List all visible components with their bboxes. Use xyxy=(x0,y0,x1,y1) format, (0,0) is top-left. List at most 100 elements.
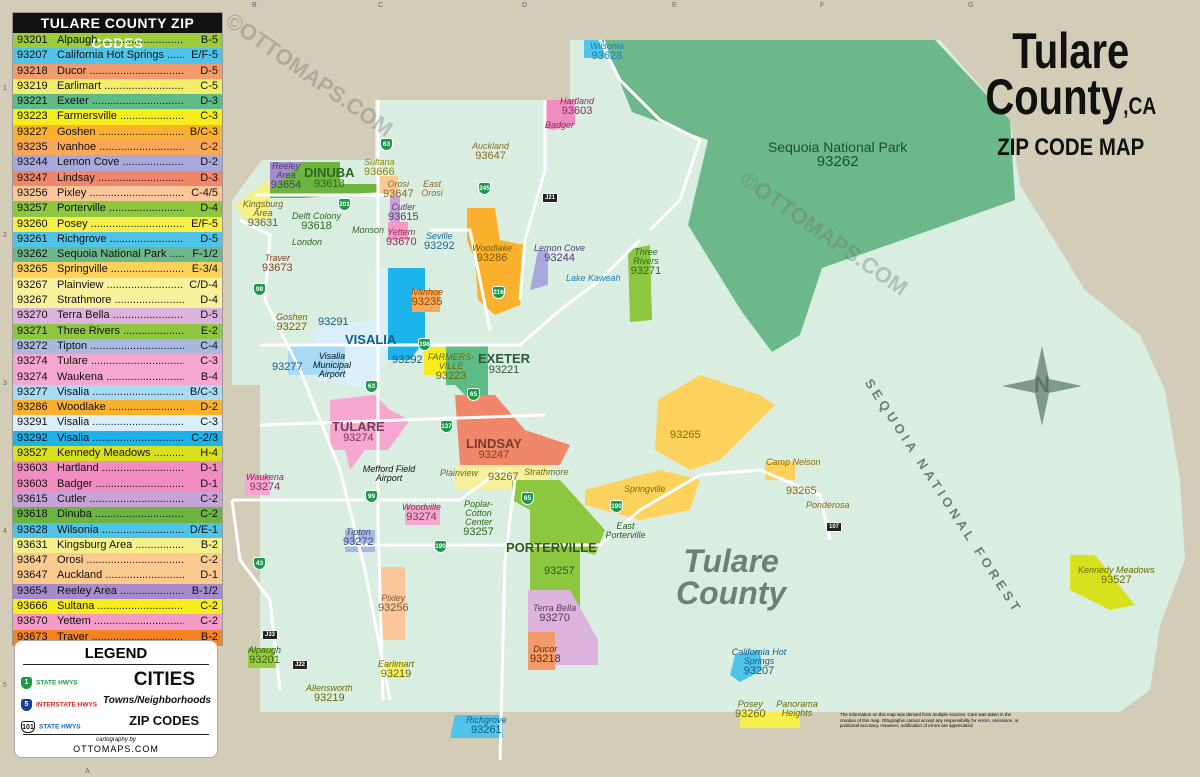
map-place-label: Seville 93292 xyxy=(424,232,455,252)
credit: OTTOMAPS.COM xyxy=(73,744,159,754)
place-name: Pixley xyxy=(57,186,184,201)
place-zip: 93244 xyxy=(544,252,575,264)
place-zip: 93647 xyxy=(383,188,414,200)
zip-code: 93286 xyxy=(17,401,48,414)
zip-code: 93227 xyxy=(17,125,48,138)
zip-list-row: 93615 CutlerC-2 xyxy=(13,491,222,508)
place-name: Tipton xyxy=(57,339,184,354)
place-name: Kingsburg Area xyxy=(242,199,284,218)
place-name: Lake Kaweah xyxy=(566,273,621,283)
grid-ref: C/D-4 xyxy=(184,277,218,294)
place-zip: 93207 xyxy=(743,665,775,677)
compass-rose xyxy=(1002,346,1082,426)
map-place-label: Ivanhoe 93235 xyxy=(411,288,443,308)
place-name: California Hot Springs xyxy=(731,647,787,666)
place-zip: 93274 xyxy=(343,432,374,444)
grid-ref: D-2 xyxy=(184,400,218,416)
place-name: Reeley Area xyxy=(57,584,184,599)
place-name: Ivanhoe xyxy=(411,287,444,297)
grid-ref: C-3 xyxy=(184,415,218,431)
zip-list-row: 93603 BadgerD-1 xyxy=(13,476,222,492)
zip-code: 93267 xyxy=(17,294,48,307)
place-name: Woodlake xyxy=(472,243,513,253)
zip-list-row: 93223 FarmersvilleC-3 xyxy=(13,109,222,125)
zip-93277 xyxy=(288,345,345,375)
place-name: DINUBA xyxy=(304,165,355,180)
grid-ref: C-2 xyxy=(184,553,218,569)
place-name: Seville xyxy=(426,231,453,241)
place-name: Woodlake xyxy=(57,400,184,415)
map-place-label: Sultana 93666 xyxy=(364,158,395,178)
place-name: Cutler xyxy=(57,492,184,507)
zip-code: 93274 xyxy=(17,370,48,383)
place-name: EXETER xyxy=(478,351,531,366)
place-name: Visalia xyxy=(57,431,184,446)
place-name: Delft Colony xyxy=(292,211,342,221)
grid-ref: D-5 xyxy=(184,231,218,248)
zip-code: 93261 xyxy=(17,232,48,245)
place-name: Alpaugh xyxy=(57,33,184,48)
place-name: Auckland xyxy=(472,141,510,151)
zip-93274-woodville xyxy=(405,505,440,525)
place-zip: 93257 xyxy=(463,526,494,538)
map-place-label: 93277 xyxy=(272,362,303,373)
zip-code: 93603 xyxy=(17,462,48,475)
zip-93527 xyxy=(1070,555,1135,610)
grid-ref: B/C-3 xyxy=(184,384,218,401)
zip-code: 93631 xyxy=(17,538,48,551)
place-name: Tipton xyxy=(345,527,371,537)
map-place-label: Yettem 93670 xyxy=(386,228,417,248)
map-place-label: Delft Colony 93618 xyxy=(292,212,341,232)
place-name: Goshen xyxy=(276,312,308,322)
zip-93261 xyxy=(450,715,503,738)
place-name: VISALIA xyxy=(345,332,397,347)
zip-code: 93291 xyxy=(17,416,48,429)
grid-letter: B xyxy=(252,2,257,9)
zip-93221 xyxy=(446,345,488,400)
place-name: Traver xyxy=(264,253,290,263)
place-name: Poplar-Cotton Center xyxy=(464,499,493,527)
zip-93603 xyxy=(545,100,575,130)
map-place-label: TULARE 93274 xyxy=(332,420,385,444)
place-zip: 93292 xyxy=(424,240,455,252)
title-subtitle: ZIP CODE MAP xyxy=(997,134,1145,161)
map-place-label: 93265 xyxy=(786,486,817,497)
map-place-label: Goshen 93227 xyxy=(276,313,308,333)
place-name: Kennedy Meadows xyxy=(57,446,184,461)
grid-ref: C-3 xyxy=(184,354,218,370)
zip-list-row: 93527 Kennedy MeadowsH-4 xyxy=(13,446,222,462)
place-name: Ducor xyxy=(57,64,184,79)
state-highway-shield-icon: 43 xyxy=(253,557,266,570)
zip-93265 xyxy=(655,375,775,470)
county-road-marker: J22 xyxy=(292,660,309,670)
place-name: Badger xyxy=(545,120,575,130)
place-zip: 93265 xyxy=(670,429,701,441)
grid-number: 2 xyxy=(3,232,7,239)
compass-north-label: N xyxy=(1034,372,1050,397)
zip-list-row: 93201 AlpaughB-5 xyxy=(13,33,222,49)
place-name: Hartland xyxy=(57,461,184,476)
place-name: Tulare xyxy=(57,354,184,369)
place-name: Orosi xyxy=(387,179,410,189)
grid-ref: C-2 xyxy=(184,507,218,523)
zip-code: 93628 xyxy=(17,523,48,536)
place-name: Reeley Area xyxy=(271,161,300,180)
zip-list-row: 93227 GoshenB/C-3 xyxy=(13,124,222,141)
place-name: Porterville xyxy=(57,201,184,216)
grid-ref: C-2 xyxy=(184,598,218,615)
zip-list-row: 93267 PlainviewC/D-4 xyxy=(13,277,222,294)
place-zip: 93673 xyxy=(262,262,293,274)
place-zip: 93647 xyxy=(475,150,506,162)
map-place-label: 93265 xyxy=(670,430,701,441)
grid-ref: D-4 xyxy=(184,201,218,217)
map-place-label: Lemon Cove 93244 xyxy=(534,244,585,264)
state-highway-shield-icon: 190 xyxy=(434,540,447,553)
map-place-label: Badger xyxy=(545,121,574,130)
place-name: Allensworth xyxy=(306,683,353,693)
map-place-label: DINUBA 93618 xyxy=(304,166,355,190)
county-label-line1: Tulare xyxy=(683,543,779,579)
zip-93618 xyxy=(270,162,380,198)
place-name: London xyxy=(292,237,323,247)
